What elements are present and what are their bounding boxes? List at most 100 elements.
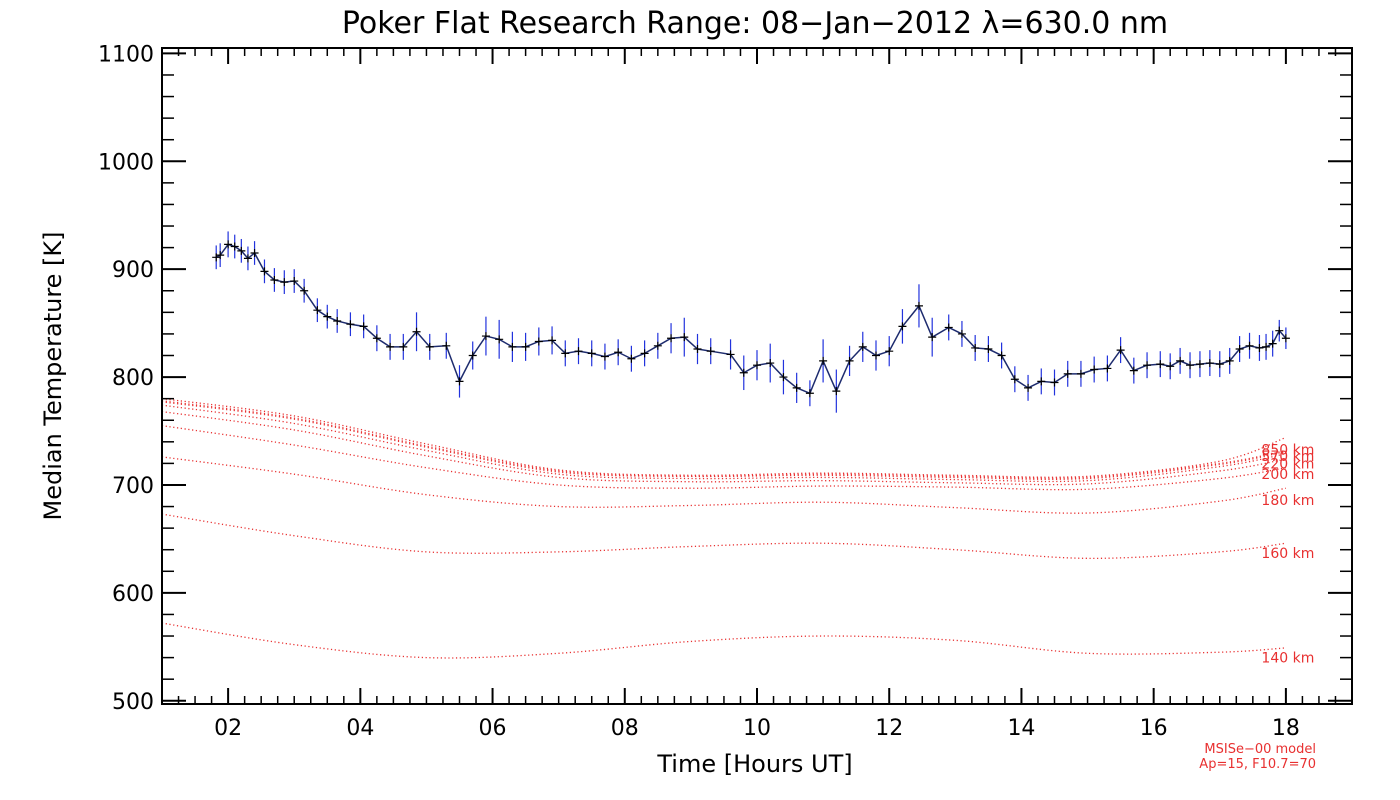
data-point	[1129, 366, 1138, 375]
data-point	[425, 342, 434, 351]
altitude-label: 850 km	[1261, 442, 1314, 458]
data-point	[779, 373, 788, 382]
altitude-label: 200 km	[1261, 467, 1314, 483]
series-200-km	[161, 424, 1286, 491]
data-point	[561, 349, 570, 358]
data-point	[667, 334, 676, 343]
data-point	[885, 347, 894, 356]
x-tick-label: 12	[875, 716, 903, 741]
data-point	[237, 246, 246, 255]
data-point	[600, 352, 609, 361]
data-point	[1143, 361, 1152, 370]
data-point	[614, 348, 623, 357]
model-curve-180-km	[161, 456, 1287, 514]
data-point	[270, 275, 279, 284]
data-point	[521, 342, 530, 351]
axis-ticks: 02 04 06 08 10 12 14 16 18 500 600 700 800 900 1000 110…	[98, 42, 1353, 741]
altitude-label: 180 km	[1261, 493, 1314, 509]
data-point	[260, 267, 269, 276]
data-point	[653, 341, 662, 350]
series-850-km	[161, 398, 1287, 478]
x-tick-label: 02	[214, 716, 242, 741]
x-tick-label: 16	[1140, 716, 1168, 741]
data-point	[726, 350, 735, 359]
model-note-line-1: MSISe−00 model	[1204, 742, 1316, 757]
data-point	[495, 335, 504, 344]
data-point	[1090, 365, 1099, 374]
data-point	[1215, 360, 1224, 369]
data-point	[386, 342, 395, 351]
data-point	[212, 253, 221, 262]
data-point	[548, 336, 557, 345]
model-curve-160-km	[161, 513, 1286, 559]
data-point	[680, 333, 689, 342]
y-axis-label: Median Temperature [K]	[39, 231, 67, 520]
data-point	[313, 306, 322, 315]
model-note-line-2: Ap=15, F10.7=70	[1199, 757, 1316, 772]
data-point	[766, 359, 775, 368]
data-point	[1176, 356, 1185, 365]
data-point	[442, 341, 451, 350]
series-350-km	[161, 400, 1287, 479]
data-point	[1024, 383, 1033, 392]
x-tick-label: 06	[479, 716, 507, 741]
data-point	[944, 323, 953, 332]
data-point	[290, 277, 299, 286]
data-point	[792, 383, 801, 392]
altitude-label: 140 km	[1261, 651, 1314, 667]
model-curve-250-km	[161, 404, 1287, 483]
altitude-label: 160 km	[1261, 546, 1314, 562]
data-point	[1235, 345, 1244, 354]
data-point	[819, 356, 828, 365]
series-250-km	[161, 404, 1287, 483]
data-point	[997, 351, 1006, 360]
data-point	[858, 342, 867, 351]
y-tick-label: 800	[112, 366, 154, 391]
data-point	[372, 334, 381, 343]
data-point	[455, 377, 464, 386]
data-point	[481, 332, 490, 341]
data-point	[468, 351, 477, 360]
data-point	[224, 240, 233, 249]
series-measured	[212, 231, 1290, 413]
data-point	[1010, 375, 1019, 384]
data-point	[1050, 378, 1059, 387]
data-point	[412, 327, 421, 336]
data-point	[640, 349, 649, 358]
measured-line	[215, 243, 1287, 395]
data-point	[1195, 360, 1204, 369]
model-curve-140-km	[161, 622, 1286, 659]
series-300-km	[161, 401, 1287, 480]
data-point	[1063, 369, 1072, 378]
data-point	[1225, 356, 1234, 365]
data-point	[1245, 341, 1254, 350]
data-point	[1268, 339, 1277, 348]
series-160-km	[161, 513, 1286, 559]
data-point	[230, 242, 239, 251]
data-point	[872, 351, 880, 360]
chart-title: Poker Flat Research Range: 08−Jan−2012 λ…	[342, 6, 1168, 41]
y-tick-label: 500	[112, 690, 154, 715]
data-point	[280, 278, 289, 287]
data-point	[323, 312, 332, 321]
model-curve-350-km	[161, 400, 1287, 479]
data-point	[1186, 361, 1195, 370]
data-point	[216, 251, 225, 260]
data-point	[1156, 360, 1165, 369]
data-point	[346, 320, 355, 329]
data-point	[399, 342, 408, 351]
data-point	[898, 322, 907, 331]
y-tick-label: 700	[112, 474, 154, 499]
data-point	[1205, 359, 1214, 368]
data-point	[984, 345, 993, 354]
data-point	[1262, 342, 1271, 351]
model-curve-300-km	[161, 401, 1287, 480]
x-axis-label: Time [Hours UT]	[656, 750, 852, 778]
model-curve-850-km	[161, 398, 1287, 478]
data-point	[1281, 334, 1290, 343]
data-point	[333, 316, 342, 325]
data-point	[1255, 343, 1264, 352]
x-tick-label: 14	[1007, 716, 1035, 741]
